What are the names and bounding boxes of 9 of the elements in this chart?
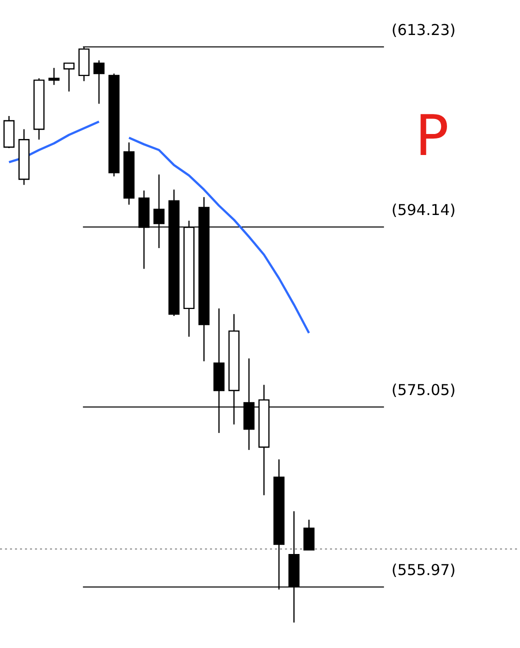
candlestick	[48, 67, 60, 86]
ref-line-label: (555.97)	[391, 560, 456, 579]
candlestick	[93, 60, 105, 104]
candlestick	[303, 519, 315, 551]
ref-line-label: (594.14)	[391, 200, 456, 219]
candlestick	[63, 62, 75, 92]
text: P	[415, 104, 449, 169]
ref-line-label: (575.05)	[391, 381, 456, 400]
ref-line-label: (613.23)	[391, 20, 456, 39]
